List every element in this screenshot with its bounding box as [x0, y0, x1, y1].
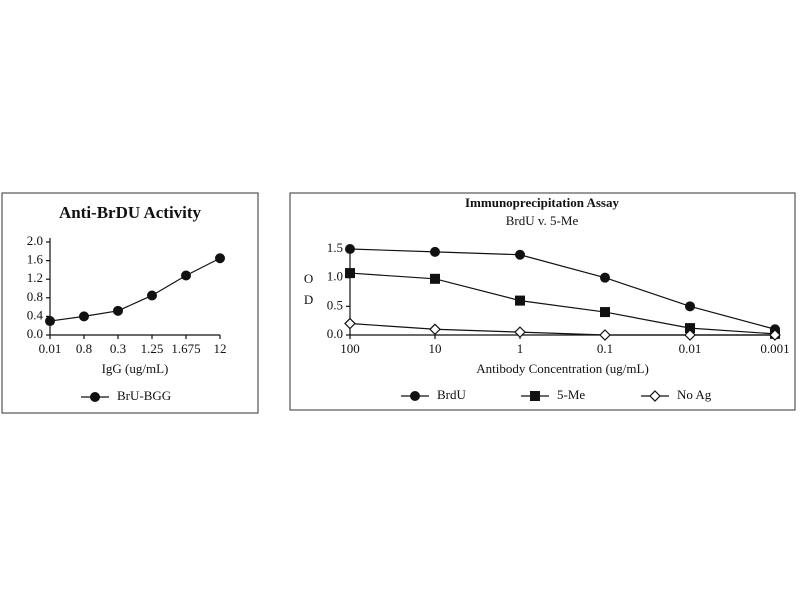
y-tick-label: 0.8: [27, 289, 43, 304]
marker: [684, 329, 696, 341]
chart-frame: [289, 192, 796, 411]
marker: [600, 307, 610, 318]
chart-title: Immunoprecipitation Assay: [465, 195, 619, 210]
x-tick-label: 10: [429, 341, 442, 356]
marker: [514, 326, 526, 338]
marker: [90, 392, 100, 402]
y-tick-label: 0.0: [327, 326, 343, 341]
x-tick-label: 100: [340, 341, 360, 356]
marker: [515, 249, 525, 260]
marker: [345, 244, 355, 254]
chart-title: Anti-BrDU Activity: [59, 203, 202, 222]
y-tick-label: 1.5: [327, 240, 343, 255]
y-tick-label: 2.0: [27, 233, 43, 248]
marker: [685, 323, 695, 334]
x-axis-label: Antibody Concentration (ug/mL): [476, 361, 649, 376]
y-tick-label: 1.2: [27, 270, 43, 285]
x-tick-label: 0.1: [597, 341, 613, 356]
series-line: [49, 257, 221, 322]
marker: [344, 317, 356, 330]
x-tick-label: 12: [214, 341, 227, 356]
x-tick-label: 1.675: [171, 341, 200, 356]
x-tick-label: 0.01: [39, 341, 62, 356]
series-line: [349, 322, 775, 336]
x-axis-label: IgG (ug/mL): [102, 361, 169, 376]
y-tick-label: 1.6: [27, 252, 44, 267]
marker: [147, 290, 157, 301]
y-tick-label: 0.0: [27, 326, 43, 341]
marker: [600, 272, 610, 283]
marker: [45, 316, 55, 327]
marker: [430, 246, 440, 257]
chart-subtitle: BrdU v. 5-Me: [506, 213, 579, 228]
series-line: [349, 248, 776, 330]
legend-label: BrU-BGG: [117, 388, 171, 403]
x-tick-label: 1: [517, 341, 524, 356]
marker: [345, 268, 355, 279]
y-tick-label: 0.4: [27, 307, 44, 322]
x-tick-label: 1.25: [141, 341, 164, 356]
legend-label: No Ag: [677, 387, 712, 402]
y-tick-label: 1.0: [327, 269, 343, 284]
marker: [430, 273, 440, 284]
marker: [429, 323, 441, 336]
marker: [410, 391, 420, 401]
marker: [215, 253, 225, 264]
x-tick-label: 0.8: [76, 341, 92, 356]
marker: [79, 311, 89, 322]
marker: [113, 305, 123, 316]
y-axis-label: OD: [301, 271, 316, 313]
legend-label: 5-Me: [557, 387, 585, 402]
marker: [649, 390, 661, 402]
marker: [769, 329, 781, 341]
chart-frame: [1, 192, 259, 414]
marker: [181, 270, 191, 281]
series-line: [349, 272, 776, 335]
x-tick-label: 0.3: [110, 341, 126, 356]
legend-label: BrdU: [437, 387, 467, 402]
marker: [685, 301, 695, 312]
x-tick-label: 0.001: [760, 341, 789, 356]
marker: [515, 295, 525, 306]
marker: [530, 391, 540, 401]
x-tick-label: 0.01: [679, 341, 702, 356]
marker: [599, 329, 611, 341]
y-tick-label: 0.5: [327, 297, 343, 312]
